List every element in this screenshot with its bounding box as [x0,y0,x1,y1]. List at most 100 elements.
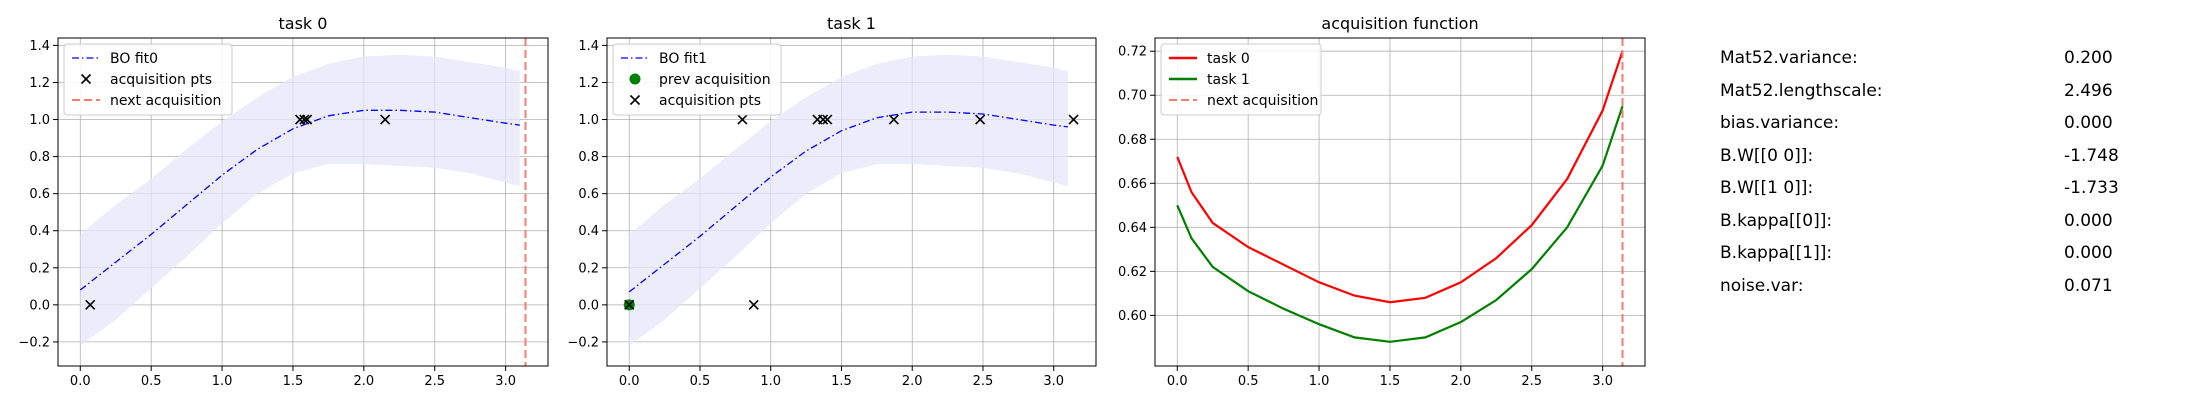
legend-swatch [629,73,641,85]
y-tick-label: 0.68 [1118,133,1147,148]
x-tick-label: 2.5 [424,374,445,389]
parameter-name: noise.var: [1720,275,1804,296]
parameter-value: -1.748 [2064,145,2119,166]
axes-frame [1154,37,1646,367]
y-tick-label: 0.60 [1118,309,1147,324]
legend: BO fit0 acquisition pts next acquisition [63,43,233,116]
y-tick-label: 1.2 [578,76,599,91]
parameter-value: 2.496 [2064,80,2113,101]
y-tick-label: 1.0 [578,113,599,128]
x-tick-label: 0.0 [70,374,91,389]
legend-box [63,43,233,116]
x-tick-label: 0.0 [1167,374,1188,389]
parameter-name: B.W[[1 0]]: [1720,178,1814,198]
legend: BO fit1 prev acquisition acquisition pts [612,43,782,116]
acquisition-point [975,114,986,125]
parameter-value: 0.000 [2064,210,2113,231]
acquisition-point [748,299,759,310]
acquisition-point [888,114,899,125]
x-tick-label: 1.0 [212,374,233,389]
chart-acquisition-function: 0.0 0.5 1.0 1.5 2.0 2.5 3.0 0.60 0.62 0.64 0.66 0.6… [1118,14,1646,389]
y-tick-label: 0.0 [578,298,599,313]
y-tick-label: 0.66 [1118,177,1147,192]
parameter-value: 0.000 [2064,243,2113,263]
acquisition-point [380,114,391,125]
parameter-value: 0.200 [2064,48,2113,68]
parameter-value: 0.071 [2064,275,2113,296]
parameter-row: Mat52.lengthscale: 2.496 [1720,81,2140,114]
parameter-name: B.kappa[[1]]: [1720,243,1833,263]
x-tick-label: 0.5 [690,374,711,389]
legend-label: acquisition pts [659,93,761,109]
x-tick-label: 2.5 [1521,374,1542,389]
y-tick-label: 0.62 [1118,265,1147,280]
axes-frame [606,37,1097,367]
axes-frame [57,37,549,367]
x-tick-label: 3.0 [495,374,516,389]
legend-label: BO fit0 [110,51,158,67]
y-tick-label: 0.2 [29,261,50,276]
x-tick-label: 3.0 [1592,374,1613,389]
parameter-row: B.W[[0 0]]: -1.748 [1720,146,2140,179]
chart-task-0: 0.0 0.5 1.0 1.5 2.0 2.5 3.0 −0.2 0.0 0.2 0.4 0.6 0.8… [18,14,549,389]
y-tick-label: 0.64 [1118,221,1147,236]
x-tick-label: 2.5 [973,374,994,389]
legend-box [1160,43,1322,116]
y-tick-label: 0.6 [578,187,599,202]
y-tick-label: 0.8 [578,150,599,165]
y-tick-label: 1.4 [578,39,599,54]
y-tick-label: 0.72 [1118,45,1147,60]
y-tick-label: 0.4 [29,224,50,239]
series-line [1176,50,1624,304]
legend-label: task 0 [1207,51,1250,67]
confidence-band [80,54,520,346]
parameter-row: B.W[[1 0]]: -1.733 [1720,178,2140,211]
chart-title: task 1 [827,14,876,33]
legend-swatch [629,94,641,106]
x-tick-label: 1.0 [1309,374,1330,389]
series-line [1176,105,1624,343]
acquisition-point [818,114,829,125]
y-tick-label: 0.6 [29,187,50,202]
parameter-name: Mat52.variance: [1720,48,1858,68]
x-tick-label: 2.0 [354,374,375,389]
y-tick-label: 0.2 [578,261,599,276]
x-tick-label: 1.0 [760,374,781,389]
y-tick-label: −0.2 [567,335,599,350]
x-tick-label: 1.5 [1380,374,1401,389]
x-tick-label: 2.0 [902,374,923,389]
y-tick-label: 1.2 [29,76,50,91]
parameter-row: Mat52.variance: 0.200 [1720,48,2140,81]
x-tick-label: 1.5 [283,374,304,389]
parameter-row: B.kappa[[1]]: 0.000 [1720,243,2140,276]
parameter-name: B.kappa[[0]]: [1720,210,1833,231]
y-tick-label: 0.4 [578,224,599,239]
acquisition-point [1068,114,1079,125]
legend-label: next acquisition [110,93,221,109]
parameter-table: Mat52.variance: 0.200 Mat52.lengthscale:… [1720,48,2140,308]
x-tick-label: 1.5 [831,374,852,389]
parameter-row: B.kappa[[0]]: 0.000 [1720,211,2140,244]
y-tick-label: 0.8 [29,150,50,165]
x-tick-label: 0.5 [141,374,162,389]
acquisition-point [302,114,313,125]
y-tick-label: 1.4 [29,39,50,54]
y-tick-label: 1.0 [29,113,50,128]
acquisition-point [299,114,310,125]
parameter-row: bias.variance: 0.000 [1720,113,2140,146]
x-tick-label: 0.0 [619,374,640,389]
parameter-value: -1.733 [2064,178,2119,198]
chart-title: task 0 [279,14,328,33]
legend-label: BO fit1 [659,51,707,67]
parameter-name: Mat52.lengthscale: [1720,80,1883,101]
acquisition-point [822,114,833,125]
x-tick-label: 3.0 [1043,374,1064,389]
parameter-name: B.W[[0 0]]: [1720,145,1814,166]
y-tick-label: −0.2 [18,335,50,350]
parameter-row: noise.var: 0.071 [1720,276,2140,309]
confidence-band [629,54,1068,346]
figure: 0.0 0.5 1.0 1.5 2.0 2.5 3.0 −0.2 0.0 0.2 0.4 0.6 0.8… [18,14,1646,389]
acquisition-point [737,114,748,125]
legend-label: prev acquisition [659,72,771,88]
legend-swatch [80,73,92,85]
